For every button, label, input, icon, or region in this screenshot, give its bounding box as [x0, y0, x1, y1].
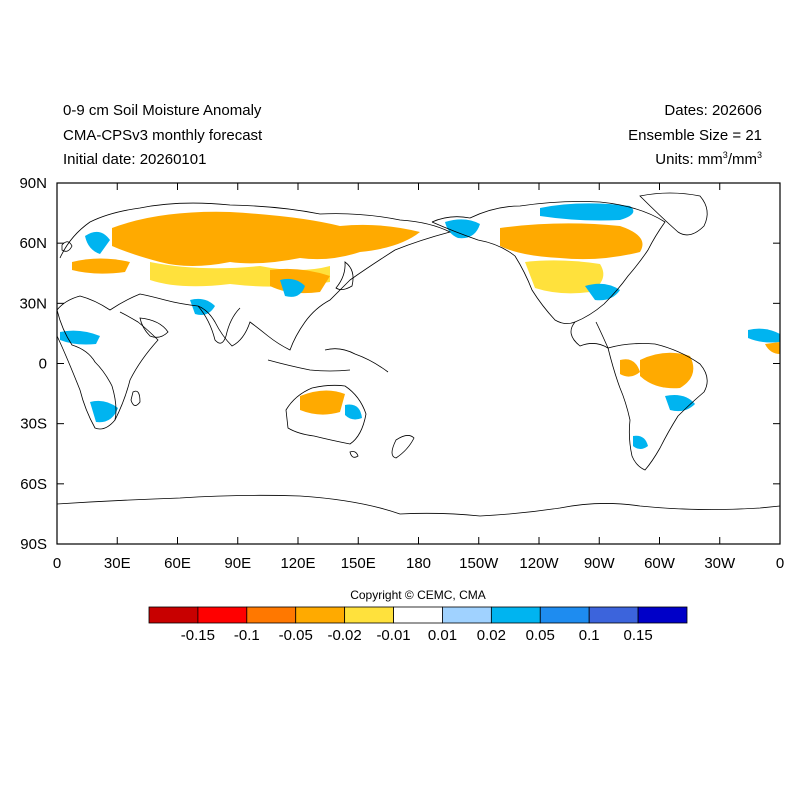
anomaly-patch-arctic-wet: [540, 203, 634, 221]
anomaly-patch-scandinavia-wet: [85, 231, 110, 254]
colorbar-swatch: [442, 606, 492, 624]
ensemble-size-label: Ensemble Size = 21: [628, 127, 762, 144]
lon-label: 30W: [704, 555, 736, 572]
colorbar-swatch: [539, 606, 590, 624]
axes: 90N 60N 30N 0 30S 60S 90S 0 30E 60E 90E 120E 150E 180…: [19, 175, 784, 572]
colorbar-label: -0.15: [181, 627, 215, 644]
colorbar-label: 0.01: [428, 627, 457, 644]
colorbar-swatch: [344, 606, 394, 624]
colorbar-label: -0.02: [328, 627, 362, 644]
coastline-north-america: [431, 201, 666, 350]
lon-label: 0: [776, 555, 784, 572]
anomaly-patch-east-asia-wet: [280, 278, 305, 297]
anomaly-field: [60, 203, 780, 449]
coastline-indonesia-1: [267, 359, 351, 372]
title-line-2: CMA-CPSv3 monthly forecast: [63, 127, 263, 144]
lat-label: 30S: [20, 416, 47, 433]
coastline-new-zealand: [391, 435, 415, 459]
colorbar-label: -0.05: [279, 627, 313, 644]
lon-label: 30E: [104, 555, 131, 572]
colorbar-label: 0.05: [526, 627, 555, 644]
colorbar-swatch: [148, 606, 199, 624]
lon-label: 120E: [280, 555, 315, 572]
colorbar-swatch: [197, 606, 248, 624]
colorbar-swatch: [393, 606, 443, 624]
coastline-japan: [335, 261, 354, 290]
lat-label: 90N: [19, 175, 47, 192]
lat-label: 60N: [19, 235, 47, 252]
title-line-1: 0-9 cm Soil Moisture Anomaly: [63, 102, 262, 119]
lon-label: 60E: [164, 555, 191, 572]
colorbar-swatch: [588, 606, 639, 624]
colorbar-swatch: [490, 606, 541, 624]
coastline-eurasia: [56, 202, 452, 351]
anomaly-patch-sa-west-dry: [620, 359, 640, 377]
colorbar-label: 0.1: [579, 627, 600, 644]
colorbar-label: -0.1: [234, 627, 260, 644]
copyright-text: Copyright © CEMC, CMA: [350, 588, 486, 602]
anomaly-patch-southern-africa-wet: [90, 400, 118, 423]
coastline-tasmania: [349, 451, 359, 458]
anomaly-patch-north-africa-dry: [72, 258, 130, 274]
anomaly-patch-brazil-wet: [665, 395, 695, 412]
anomaly-patch-sahel-wet: [60, 330, 100, 345]
lon-label: 90W: [584, 555, 616, 572]
anomaly-patch-australia-wet: [345, 404, 362, 420]
lon-label: 0: [53, 555, 61, 572]
colorbar-label: -0.01: [376, 627, 410, 644]
colorbar: -0.15 -0.1 -0.05 -0.02 -0.01 0.01 0.02 0.05 0.1 0…: [148, 606, 688, 644]
lat-label: 60S: [20, 476, 47, 493]
coastline-australia: [285, 384, 367, 445]
lon-label: 90E: [224, 555, 251, 572]
lat-label: 90S: [20, 536, 47, 553]
units-label: Units: mm3/mm3: [655, 150, 762, 169]
coastline-greenland: [639, 192, 708, 236]
lon-label: 120W: [519, 555, 559, 572]
coastline-antarctica: [56, 494, 781, 517]
anomaly-patch-tibet-wet: [190, 298, 215, 315]
coastline-south-america: [607, 343, 708, 471]
dates-label: Dates: 202606: [664, 102, 762, 119]
anomaly-patch-alaska-wet: [445, 219, 480, 239]
lon-label: 180: [406, 555, 431, 572]
lat-label: 0: [39, 356, 47, 373]
anomaly-patch-canada-dry: [500, 223, 643, 260]
colorbar-label: 0.15: [623, 627, 652, 644]
colorbar-swatch: [295, 606, 346, 624]
lon-label: 60W: [644, 555, 676, 572]
colorbar-swatch: [246, 606, 297, 624]
coastline-india: [197, 305, 241, 344]
lon-label: 150W: [459, 555, 499, 572]
anomaly-patch-australia-dry: [300, 390, 345, 415]
title-line-3: Initial date: 20260101: [63, 151, 207, 168]
lat-label: 30N: [19, 295, 47, 312]
coastline-africa-east: [114, 311, 159, 421]
coastline-uk: [61, 241, 73, 252]
anomaly-patch-west-africa-dry: [765, 342, 780, 354]
lon-label: 150E: [341, 555, 376, 572]
colorbar-label: 0.02: [477, 627, 506, 644]
coastlines: [56, 192, 781, 517]
coastline-arabia: [139, 317, 169, 338]
coastline-na-west: [431, 221, 576, 324]
anomaly-patch-us-yellow: [525, 260, 604, 294]
anomaly-patch-eurasia-dry: [112, 211, 420, 266]
coastline-indonesia-2: [324, 348, 389, 373]
anomaly-patch-west-africa-wet: [748, 328, 780, 343]
anomaly-patch-patagonia-wet: [633, 435, 648, 449]
colorbar-swatch: [637, 606, 688, 624]
anomaly-patch-amazon-dry: [640, 352, 694, 389]
coastline-madagascar: [130, 390, 141, 406]
